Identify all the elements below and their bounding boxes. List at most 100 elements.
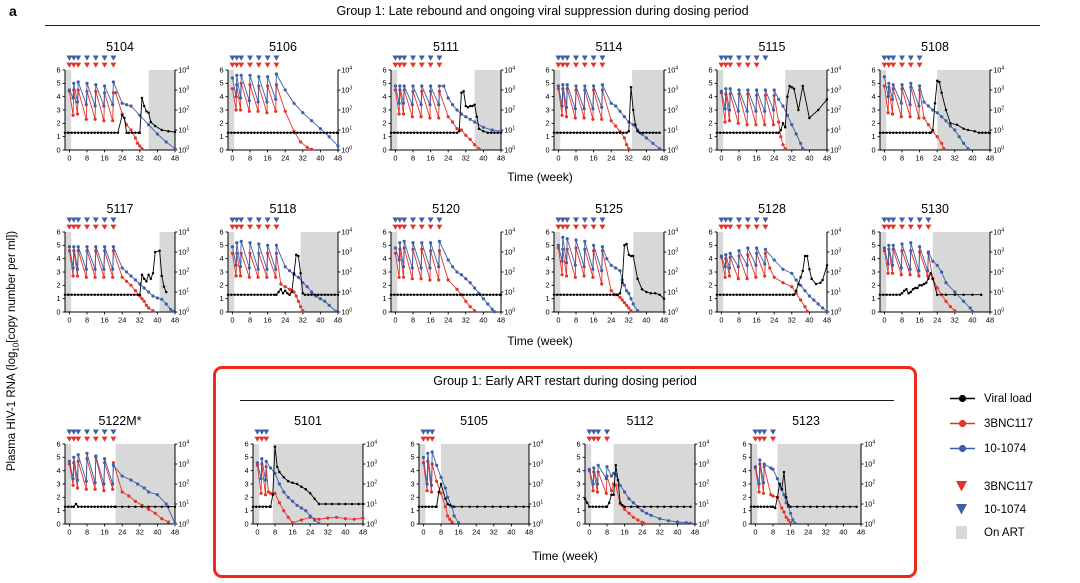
svg-text:6: 6 [871, 227, 875, 236]
svg-text:16: 16 [752, 154, 760, 163]
svg-text:0: 0 [230, 316, 234, 325]
svg-text:5: 5 [56, 241, 60, 250]
svg-text:6: 6 [56, 439, 60, 448]
svg-text:0: 0 [882, 316, 886, 325]
svg-text:40: 40 [642, 316, 650, 325]
svg-text:102: 102 [366, 479, 377, 488]
panel-5112: 5112 0 1 2 3 4 5 6 100 101 102 103 104 0 8 16 24 32 40 48 [567, 414, 729, 540]
svg-text:1: 1 [545, 132, 549, 141]
svg-text:3: 3 [871, 105, 875, 114]
svg-text:100: 100 [366, 519, 377, 528]
svg-text:100: 100 [178, 307, 189, 316]
svg-text:104: 104 [830, 65, 841, 74]
panel-5111: 5111 0 1 2 3 4 5 6 100 101 102 103 104 0 8 16 24 32 40 48 [373, 40, 535, 166]
svg-text:40: 40 [479, 316, 487, 325]
panel-title: 5122M* [98, 414, 142, 428]
svg-text:103: 103 [366, 459, 377, 468]
svg-text:48: 48 [823, 316, 831, 325]
panel-5106: 5106 0 1 2 3 4 5 6 100 101 102 103 104 0 8 16 24 32 40 48 [210, 40, 372, 166]
svg-text:48: 48 [691, 528, 699, 537]
svg-text:102: 102 [532, 479, 543, 488]
svg-text:16: 16 [915, 316, 923, 325]
svg-text:4: 4 [56, 466, 60, 475]
svg-text:16: 16 [263, 316, 271, 325]
legend-label: On ART [984, 526, 1025, 539]
panel-title: 5115 [758, 40, 786, 54]
svg-text:0: 0 [719, 316, 723, 325]
svg-text:8: 8 [737, 154, 741, 163]
x-axis-label-row1: Time (week) [507, 170, 573, 184]
svg-text:102: 102 [178, 479, 189, 488]
svg-text:4: 4 [708, 254, 712, 263]
svg-text:32: 32 [656, 528, 664, 537]
svg-text:0: 0 [556, 154, 560, 163]
svg-text:2: 2 [219, 119, 223, 128]
svg-text:102: 102 [504, 267, 515, 276]
svg-text:40: 40 [642, 154, 650, 163]
svg-text:32: 32 [324, 528, 332, 537]
svg-text:100: 100 [178, 145, 189, 154]
svg-text:16: 16 [426, 154, 434, 163]
panel-5101: 5101 0 1 2 3 4 5 6 100 101 102 103 104 0 8 16 24 32 40 48 [235, 414, 397, 540]
panel-title: 5114 [595, 40, 623, 54]
svg-text:6: 6 [410, 439, 414, 448]
svg-text:8: 8 [85, 528, 89, 537]
svg-text:8: 8 [737, 316, 741, 325]
svg-text:8: 8 [605, 528, 609, 537]
svg-text:48: 48 [660, 316, 668, 325]
svg-text:3: 3 [545, 105, 549, 114]
panel-5122m-chart: 0 1 2 3 4 5 6 100 101 102 103 104 0 8 16 24 32 40 48 [56, 429, 189, 537]
panel-title: 5123 [792, 414, 820, 428]
panel-title: 5128 [758, 202, 786, 216]
svg-text:103: 103 [178, 85, 189, 94]
svg-text:2: 2 [708, 281, 712, 290]
svg-text:48: 48 [986, 154, 994, 163]
svg-text:0: 0 [753, 528, 757, 537]
svg-text:24: 24 [933, 154, 941, 163]
svg-text:16: 16 [915, 154, 923, 163]
svg-text:24: 24 [118, 316, 126, 325]
svg-text:48: 48 [986, 316, 994, 325]
svg-text:8: 8 [411, 154, 415, 163]
panel-5130: 5130 0 1 2 3 4 5 6 100 101 102 103 104 0 8 16 24 32 40 48 [862, 202, 1024, 328]
panel-5130-chart: 0 1 2 3 4 5 6 100 101 102 103 104 0 8 16 24 32 40 48 [871, 217, 1004, 325]
svg-text:102: 102 [178, 267, 189, 276]
svg-text:100: 100 [667, 145, 678, 154]
svg-text:24: 24 [607, 154, 615, 163]
svg-text:16: 16 [454, 528, 462, 537]
panel-5112-chart: 0 1 2 3 4 5 6 100 101 102 103 104 0 8 16 24 32 40 48 [576, 429, 709, 537]
svg-text:40: 40 [968, 154, 976, 163]
svg-text:40: 40 [341, 528, 349, 537]
svg-text:5: 5 [56, 453, 60, 462]
svg-text:2: 2 [56, 493, 60, 502]
svg-text:5: 5 [545, 79, 549, 88]
svg-text:103: 103 [830, 247, 841, 256]
svg-text:104: 104 [667, 227, 678, 236]
svg-text:3: 3 [382, 267, 386, 276]
svg-text:103: 103 [993, 85, 1004, 94]
svg-text:8: 8 [85, 316, 89, 325]
svg-text:24: 24 [118, 154, 126, 163]
y-axis-label: Plasma HIV-1 RNA (log10[copy number per … [6, 230, 21, 472]
svg-text:40: 40 [805, 154, 813, 163]
panel-5108: 5108 0 1 2 3 4 5 6 100 101 102 103 104 0 8 16 24 32 40 48 [862, 40, 1024, 166]
svg-text:6: 6 [382, 65, 386, 74]
panel-title: 5104 [106, 40, 134, 54]
panel-title: 5118 [269, 202, 297, 216]
svg-text:0: 0 [67, 154, 71, 163]
svg-text:4: 4 [56, 254, 60, 263]
svg-text:0: 0 [576, 519, 580, 528]
legend-label: 10-1074 [984, 442, 1027, 455]
svg-text:101: 101 [366, 499, 377, 508]
svg-text:101: 101 [532, 499, 543, 508]
svg-text:8: 8 [248, 154, 252, 163]
svg-text:4: 4 [410, 466, 414, 475]
svg-text:16: 16 [589, 316, 597, 325]
svg-text:0: 0 [230, 154, 234, 163]
svg-text:4: 4 [244, 466, 248, 475]
svg-text:104: 104 [667, 65, 678, 74]
svg-text:104: 104 [532, 439, 543, 448]
panel-5118-chart: 0 1 2 3 4 5 6 100 101 102 103 104 0 8 16 24 32 40 48 [219, 217, 352, 325]
panel-title: 5117 [106, 202, 134, 216]
